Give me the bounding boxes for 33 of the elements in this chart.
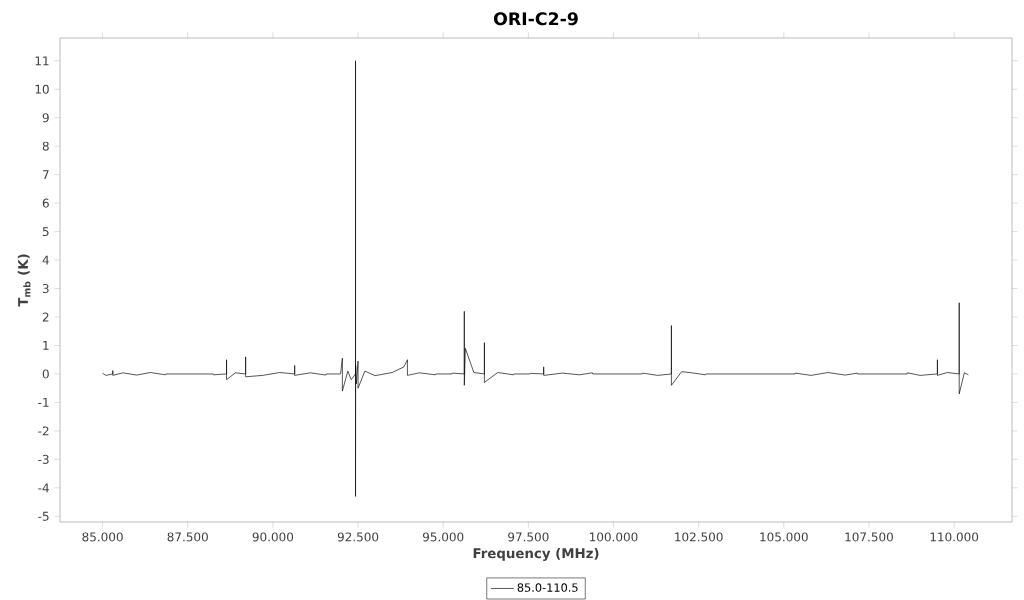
x-tick-label: 97.500 [508, 532, 549, 542]
y-tick-label: 4 [42, 255, 49, 265]
y-tick-label: -1 [38, 398, 49, 407]
x-tick-label: 107.500 [845, 532, 893, 542]
x-tick-label: 95.000 [422, 532, 464, 542]
y-tick-label: 10 [35, 84, 49, 94]
x-tick-label: 110.000 [930, 532, 979, 542]
y-tick-label: 3 [42, 284, 49, 294]
x-tick-label: 87.500 [167, 532, 208, 542]
x-tick-label: 100.000 [590, 532, 638, 542]
x-tick-label: 90.000 [252, 532, 294, 542]
y-tick-label: -4 [38, 483, 49, 493]
y-tick-label: 0 [42, 369, 49, 379]
x-tick-label: 102.500 [675, 532, 723, 542]
y-tick-label: 1 [43, 341, 49, 350]
x-tick-label: 92.500 [337, 532, 379, 542]
y-tick-label: 6 [42, 198, 49, 208]
y-tick-label: 11 [35, 56, 49, 66]
y-axis-title: T$_{mb}$ (K) [17, 254, 31, 307]
x-tick-label: 105.000 [760, 532, 808, 542]
y-tick-label: 7 [42, 170, 49, 180]
y-tick-label: 9 [42, 113, 49, 123]
y-tick-label: 5 [42, 227, 49, 237]
y-tick-label: -3 [38, 454, 49, 464]
x-tick-label: 85.000 [82, 532, 123, 542]
y-tick-label: -5 [38, 511, 49, 521]
legend-label: 85.0-110.5 [517, 583, 578, 592]
y-tick-label: -2 [38, 426, 49, 436]
y-tick-label: 2 [42, 312, 49, 322]
chart-title: ORI-C2-9 [493, 12, 578, 26]
line-series [102, 60, 969, 497]
y-tick-label: 8 [42, 141, 49, 151]
x-axis-title: Frequency (MHz) [473, 547, 599, 561]
